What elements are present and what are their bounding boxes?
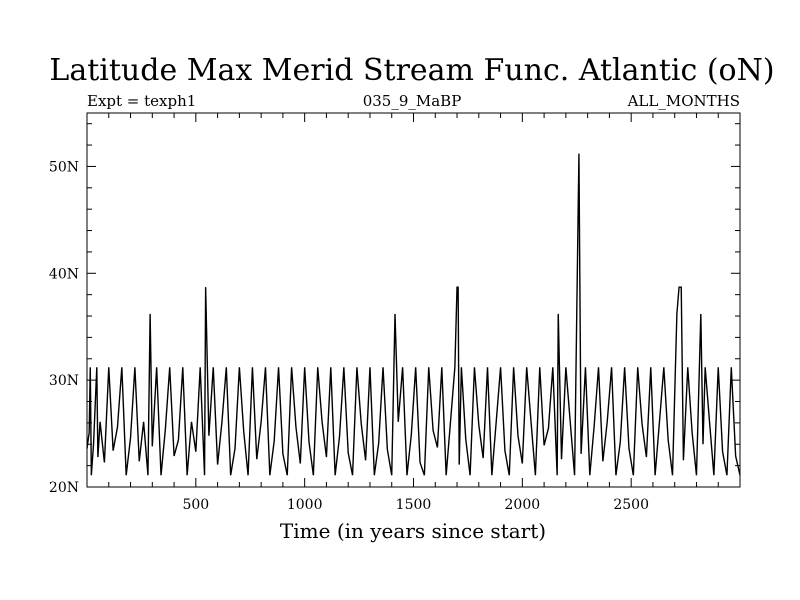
subtitle-right: ALL_MONTHS	[627, 92, 740, 110]
plot-area: 500 1000 1500 2000 2500 20N 30N 40N 50N	[49, 113, 741, 513]
x-tick-label: 2500	[613, 497, 649, 513]
x-axis-title: Time (in years since start)	[280, 519, 546, 543]
subtitle-center: 035_9_MaBP	[363, 92, 462, 110]
y-tick-label: 20N	[49, 480, 79, 496]
x-tick-label: 1500	[396, 497, 432, 513]
y-tick-label: 40N	[49, 266, 79, 282]
chart-title: Latitude Max Merid Stream Func. Atlantic…	[49, 53, 774, 88]
x-tick-label: 2000	[505, 497, 541, 513]
x-tick-label: 1000	[287, 497, 323, 513]
y-tick-label: 30N	[49, 373, 79, 389]
subtitle-left: Expt = texph1	[87, 92, 196, 110]
plot-frame	[86, 112, 741, 488]
x-tick-label: 500	[182, 497, 209, 513]
series-line-0	[86, 153, 741, 476]
y-tick-label: 50N	[49, 159, 79, 175]
